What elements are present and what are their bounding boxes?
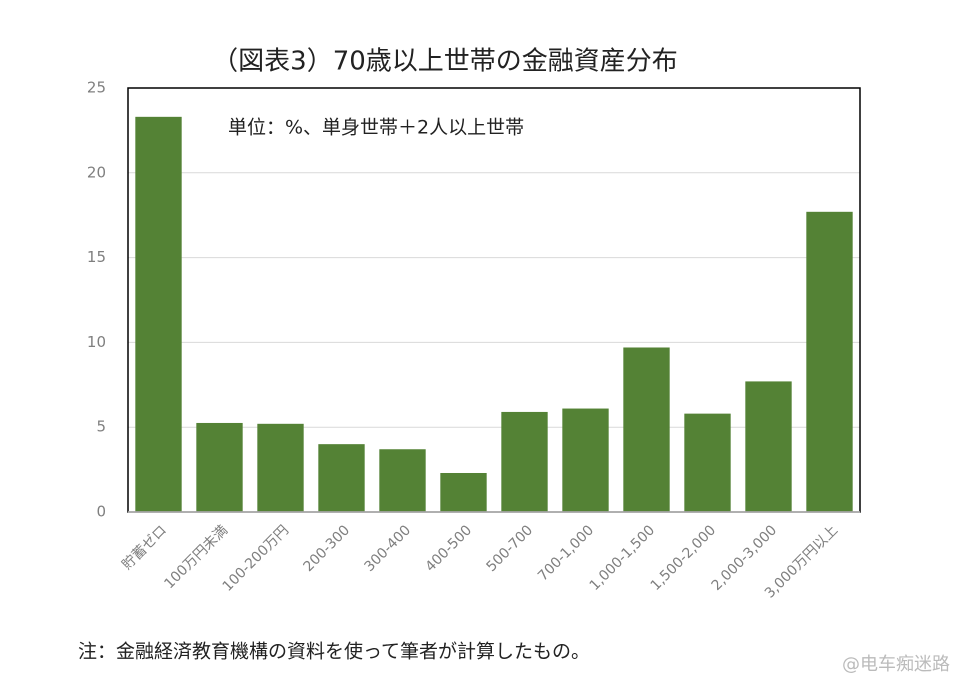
y-tick-label: 20 bbox=[87, 163, 106, 181]
y-tick-label: 5 bbox=[96, 418, 106, 436]
note: 注：金融経済教育機構の資料を使って筆者が計算したもの。 bbox=[78, 641, 590, 663]
bar bbox=[318, 444, 365, 512]
bar bbox=[562, 408, 609, 512]
watermark: @电车痴迷路 bbox=[842, 654, 950, 675]
chart-title: （図表3）70歳以上世帯の金融資産分布 bbox=[212, 47, 678, 77]
x-tick-label: 200-300 bbox=[300, 522, 353, 575]
bar bbox=[440, 472, 487, 512]
y-tick-label: 25 bbox=[87, 79, 106, 97]
bar bbox=[379, 449, 426, 512]
bar bbox=[257, 423, 304, 512]
bar bbox=[806, 211, 853, 513]
bar bbox=[501, 411, 548, 512]
x-tick-label: 貯蓄ゼロ bbox=[119, 522, 170, 573]
y-tick-label: 0 bbox=[96, 503, 106, 521]
y-tick-label: 10 bbox=[87, 333, 106, 351]
bar bbox=[684, 413, 731, 512]
x-tick-label: 300-400 bbox=[361, 522, 414, 575]
bar bbox=[135, 116, 182, 512]
y-tick-label: 15 bbox=[87, 248, 106, 266]
bar bbox=[623, 347, 670, 512]
x-tick-label: 400-500 bbox=[422, 522, 475, 575]
bar bbox=[745, 381, 792, 512]
x-tick-label: 500-700 bbox=[483, 522, 536, 575]
x-tick-label: 700-1,000 bbox=[535, 522, 597, 584]
annotation: 単位：%、単身世帯＋2人以上世帯 bbox=[228, 117, 524, 139]
bar bbox=[196, 422, 243, 512]
